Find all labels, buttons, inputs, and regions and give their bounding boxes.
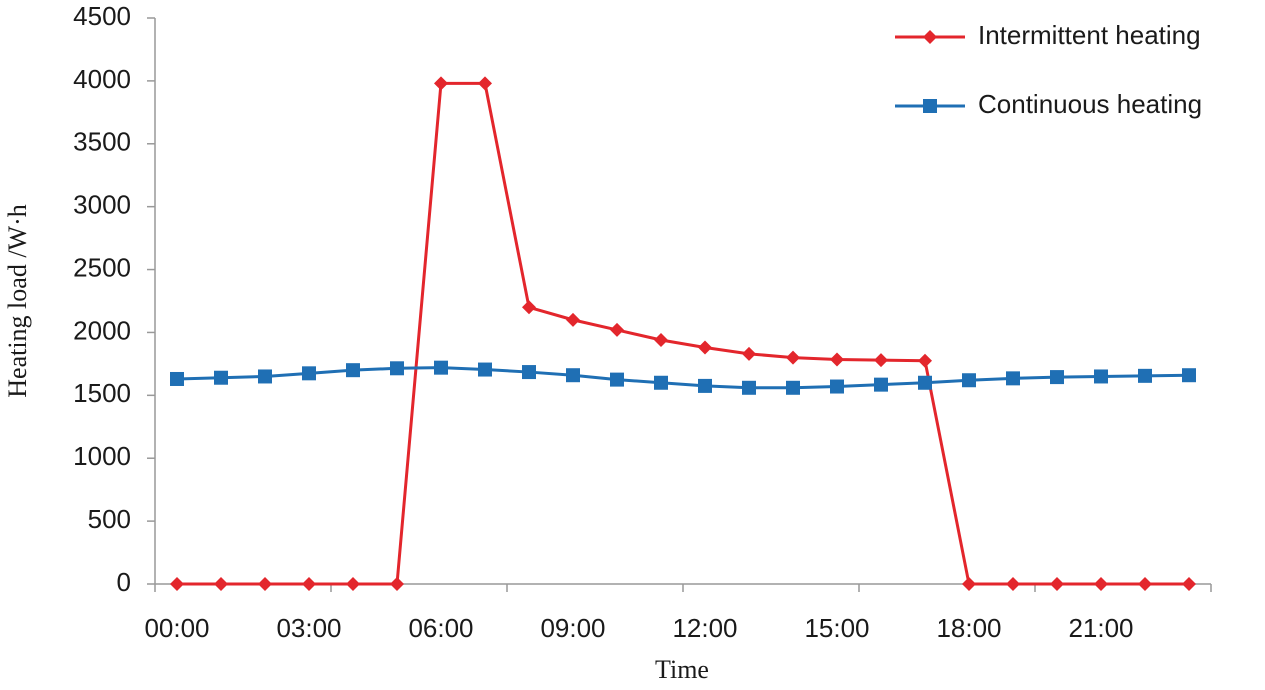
data-point xyxy=(1138,577,1152,591)
data-point xyxy=(874,353,888,368)
y-tick-label: 4000 xyxy=(73,64,131,94)
y-axis-label: Heating load /W·h xyxy=(3,204,32,398)
data-point xyxy=(654,375,668,390)
series-line xyxy=(176,366,1190,390)
y-tick-label: 2500 xyxy=(73,252,131,282)
data-point xyxy=(830,352,844,367)
data-point xyxy=(1050,370,1064,385)
data-point xyxy=(478,76,492,91)
data-point xyxy=(1094,369,1108,384)
x-tick-label: 21:00 xyxy=(1068,613,1133,643)
y-tick-label: 1500 xyxy=(73,378,131,408)
data-point xyxy=(742,346,756,361)
data-point xyxy=(302,577,316,591)
legend-label: Intermittent heating xyxy=(978,20,1201,50)
legend-label: Continuous heating xyxy=(978,89,1202,119)
data-point xyxy=(1182,577,1196,591)
x-tick-label: 00:00 xyxy=(144,613,209,643)
data-point xyxy=(610,372,624,387)
data-point xyxy=(786,350,800,365)
data-point xyxy=(390,361,404,376)
data-point xyxy=(1182,368,1196,383)
data-point xyxy=(258,577,272,591)
data-point xyxy=(1050,577,1064,591)
x-tick-label: 03:00 xyxy=(276,613,341,643)
data-point xyxy=(258,369,272,384)
data-point xyxy=(214,577,228,591)
y-tick-label: 3500 xyxy=(73,127,131,157)
data-point xyxy=(1006,371,1020,386)
data-point xyxy=(1094,577,1108,591)
data-point xyxy=(830,379,844,394)
data-point xyxy=(346,363,360,378)
data-point xyxy=(170,371,184,386)
data-point xyxy=(786,380,800,395)
x-tick-label: 06:00 xyxy=(408,613,473,643)
data-point xyxy=(923,99,937,113)
data-point xyxy=(918,375,932,390)
data-point xyxy=(346,577,360,591)
y-tick-label: 2000 xyxy=(73,315,131,345)
x-tick-label: 18:00 xyxy=(936,613,1001,643)
y-tick-label: 4500 xyxy=(73,1,131,31)
x-tick-label: 12:00 xyxy=(672,613,737,643)
data-point xyxy=(522,300,536,315)
data-point xyxy=(434,360,448,375)
data-point xyxy=(566,368,580,383)
data-point xyxy=(522,365,536,380)
data-point xyxy=(170,577,184,591)
data-point xyxy=(302,366,316,381)
data-point xyxy=(214,370,228,385)
data-point xyxy=(962,373,976,388)
data-point xyxy=(923,30,937,44)
y-tick-label: 0 xyxy=(117,567,131,597)
data-point xyxy=(434,76,448,91)
y-tick-label: 1000 xyxy=(73,441,131,471)
data-point xyxy=(478,362,492,377)
series-line xyxy=(177,81,1189,586)
data-point xyxy=(610,322,624,337)
data-point xyxy=(742,380,756,395)
data-point xyxy=(698,340,712,355)
y-tick-label: 500 xyxy=(88,504,131,534)
data-point xyxy=(654,332,668,347)
data-point xyxy=(390,577,404,591)
data-point xyxy=(962,577,976,591)
data-point xyxy=(566,312,580,327)
data-point xyxy=(1138,368,1152,383)
data-point xyxy=(1006,577,1020,591)
data-point xyxy=(874,377,888,392)
x-axis-label: Time xyxy=(655,655,709,684)
data-point xyxy=(698,378,712,393)
x-tick-label: 09:00 xyxy=(540,613,605,643)
y-tick-label: 3000 xyxy=(73,190,131,220)
x-tick-label: 15:00 xyxy=(804,613,869,643)
data-point xyxy=(918,353,932,368)
